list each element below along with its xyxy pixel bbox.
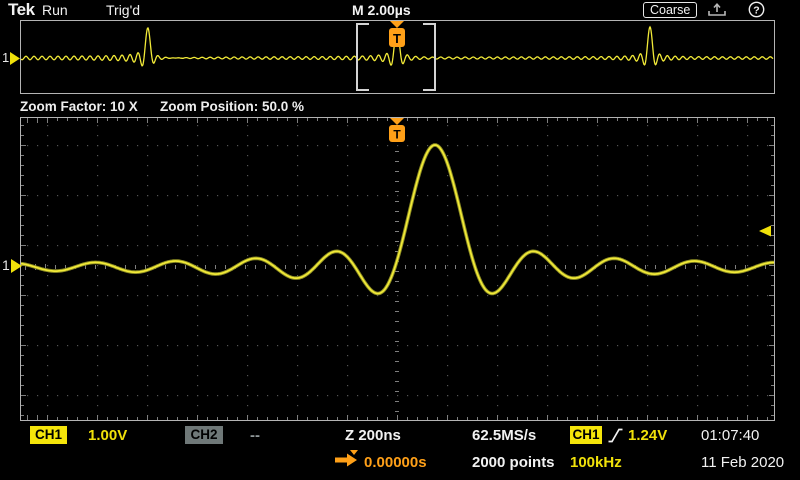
- overview-trigger-position-icon: [390, 21, 404, 28]
- svg-text:?: ?: [753, 4, 759, 16]
- trigger-slope-icon: [607, 426, 624, 450]
- trigger-frequency-readout: 100kHz: [570, 454, 622, 471]
- trigger-source-badge: CH1: [570, 426, 602, 444]
- clock-time: 01:07:40: [701, 427, 760, 444]
- save-icon[interactable]: [707, 2, 727, 17]
- svg-text:T: T: [393, 31, 401, 46]
- overview-waveform-window: T: [10, 20, 775, 94]
- main-trace-ch1: [20, 144, 775, 295]
- help-icon[interactable]: ?: [748, 1, 765, 18]
- record-length-readout: 2000 points: [472, 454, 555, 471]
- main-channel-marker-label: 1: [2, 257, 10, 273]
- main-channel-marker-arrow: [11, 259, 22, 273]
- main-waveform-graticule: T: [11, 117, 775, 421]
- overview-channel-marker-arrow: [10, 52, 20, 65]
- tek-logo: Tek: [8, 0, 35, 19]
- zoom-window-bracket-left: [356, 23, 369, 91]
- overview-channel-marker-label: 1: [2, 50, 10, 65]
- ch2-scale-readout: --: [250, 427, 260, 444]
- main-timebase-readout: M 2.00µs: [352, 2, 411, 18]
- main-trigger-position-icon: [390, 118, 404, 125]
- ch2-badge[interactable]: CH2: [185, 426, 223, 444]
- ch1-badge[interactable]: CH1: [30, 426, 67, 444]
- svg-text:T: T: [393, 128, 401, 142]
- trigger-level-arrow: [759, 225, 771, 237]
- zoom-position-readout: Zoom Position: 50.0 %: [160, 99, 305, 114]
- sample-rate-readout: 62.5MS/s: [472, 427, 537, 444]
- zoom-timebase-readout: Z 200ns: [345, 427, 401, 444]
- ch1-scale-readout: 1.00V: [88, 427, 128, 444]
- zoom-window-bracket-right: [423, 23, 436, 91]
- acquisition-status: Run: [42, 2, 68, 18]
- trigger-status: Trig'd: [106, 2, 141, 18]
- date-readout: 11 Feb 2020: [701, 454, 785, 471]
- trigger-position-readout: 0.00000s: [364, 454, 427, 471]
- trigger-level-readout: 1.24V: [628, 427, 668, 444]
- coarse-knob-indicator[interactable]: Coarse: [643, 2, 698, 18]
- zoom-factor-readout: Zoom Factor: 10 X: [20, 99, 138, 114]
- trigger-position-icon: [333, 450, 361, 473]
